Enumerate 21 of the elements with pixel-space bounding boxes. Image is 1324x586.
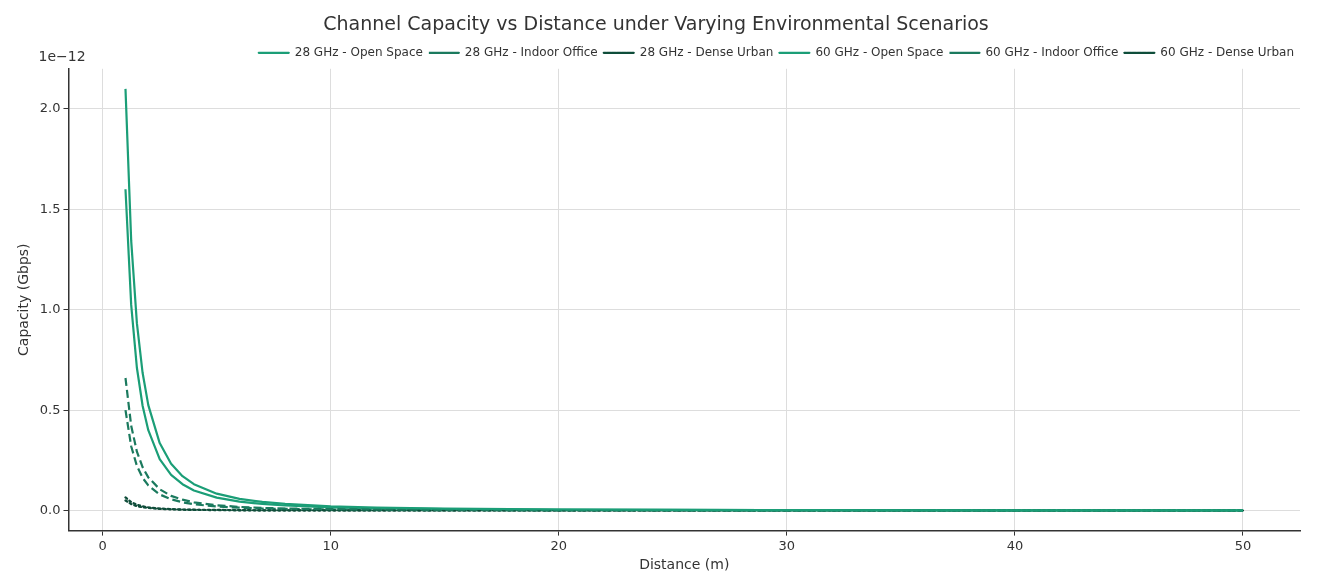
y-tick-label: 2.0 bbox=[39, 100, 61, 116]
x-tick-label: 50 bbox=[1234, 537, 1252, 553]
x-tick-label: 0 bbox=[98, 537, 107, 553]
y-tick-label: 1.0 bbox=[39, 301, 61, 317]
x-tick-label: 40 bbox=[1006, 537, 1024, 553]
chart-title: Channel Capacity vs Distance under Varying Environmental Scenarios bbox=[323, 12, 989, 35]
text: 1e−12 bbox=[38, 48, 86, 65]
x-tick-label: 20 bbox=[550, 537, 568, 553]
legend-label: 60 GHz - Open Space bbox=[815, 44, 944, 59]
legend-label: 60 GHz - Dense Urban bbox=[1160, 44, 1295, 59]
legend-label: 28 GHz - Dense Urban bbox=[639, 44, 774, 59]
y-tick-label: 1.5 bbox=[39, 200, 61, 216]
x-tick-label: 10 bbox=[322, 537, 340, 553]
y-axis-title: Capacity (Gbps) bbox=[15, 243, 32, 356]
legend-label: 60 GHz - Indoor Office bbox=[985, 44, 1119, 59]
x-axis-title: Distance (m) bbox=[639, 556, 730, 573]
legend-label: 28 GHz - Open Space bbox=[294, 44, 423, 59]
x-tick-label: 30 bbox=[778, 537, 796, 553]
legend-label: 28 GHz - Indoor Office bbox=[464, 44, 598, 59]
y-tick-label: 0.5 bbox=[39, 401, 61, 417]
y-tick-label: 0.0 bbox=[39, 501, 61, 517]
